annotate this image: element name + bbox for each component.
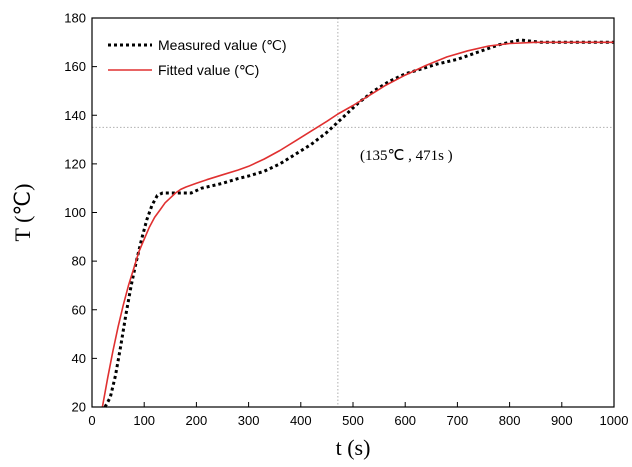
x-axis-title: t (s)	[336, 435, 371, 460]
x-tick-label: 200	[186, 413, 208, 428]
y-tick-label: 160	[64, 59, 86, 74]
x-tick-label: 100	[133, 413, 155, 428]
y-tick-label: 40	[72, 351, 86, 366]
x-tick-label: 300	[238, 413, 260, 428]
y-tick-label: 20	[72, 400, 86, 415]
y-tick-label: 100	[64, 205, 86, 220]
y-tick-label: 140	[64, 108, 86, 123]
series-measured-line	[103, 38, 614, 408]
y-axis: 20 40 60 80 100 120 140 160 180	[64, 11, 97, 415]
y-tick-label: 120	[64, 156, 86, 171]
y-tick-label: 60	[72, 302, 86, 317]
reference-annotation: (135℃ , 471s )	[360, 148, 453, 164]
x-tick-label: 1000	[600, 413, 629, 428]
x-tick-label: 400	[290, 413, 312, 428]
reference-crosshair	[92, 18, 614, 407]
series-fitted-line	[101, 41, 614, 408]
series-layer	[101, 38, 614, 408]
x-tick-label: 600	[394, 413, 416, 428]
y-tick-label: 80	[72, 254, 86, 269]
y-tick-label: 180	[64, 11, 86, 26]
x-tick-label: 0	[88, 413, 95, 428]
x-tick-label: 700	[447, 413, 469, 428]
x-tick-label: 800	[499, 413, 521, 428]
x-axis: 0 100 200 300 400 500 600 700 800 900 1000	[88, 402, 628, 428]
legend-label-measured: Measured value (℃)	[158, 37, 287, 53]
legend-label-fitted: Fitted value (℃)	[158, 62, 259, 78]
x-tick-label: 500	[342, 413, 364, 428]
legend: Measured value (℃) Fitted value (℃)	[108, 37, 287, 78]
y-axis-title: T (℃)	[10, 184, 35, 242]
x-tick-label: 900	[551, 413, 573, 428]
